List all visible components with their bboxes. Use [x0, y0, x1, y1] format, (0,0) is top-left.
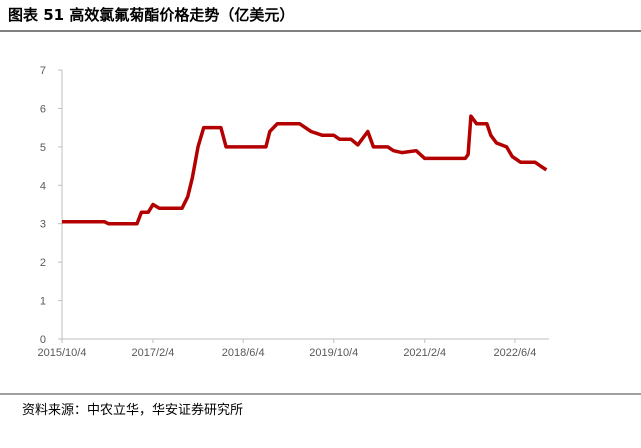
x-tick-label: 2017/2/4 — [132, 347, 175, 359]
chart-title: 图表 51 高效氯氟菊酯价格走势（亿美元） — [8, 6, 294, 24]
source: 资料来源：中农立华，华安证券研究所 — [22, 402, 243, 418]
x-tick-label: 2021/2/4 — [403, 347, 446, 359]
y-tick-label: 6 — [40, 103, 46, 115]
price-line — [62, 114, 548, 226]
x-tick-label: 2019/10/4 — [309, 347, 358, 359]
y-tick-label: 1 — [40, 296, 46, 308]
x-tick-label: 2022/6/4 — [494, 347, 537, 359]
y-tick-label: 7 — [40, 65, 46, 77]
y-tick-label: 5 — [40, 142, 46, 154]
x-tick-label: 2018/6/4 — [222, 347, 265, 359]
y-tick-label: 3 — [40, 219, 46, 231]
y-tick-label: 0 — [40, 334, 46, 346]
x-tick-label: 2015/10/4 — [38, 347, 87, 359]
y-tick-label: 4 — [40, 180, 46, 192]
y-tick-label: 2 — [40, 257, 46, 269]
